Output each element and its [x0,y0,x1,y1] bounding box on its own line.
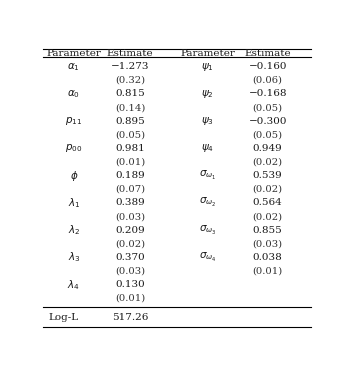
Text: (0.05): (0.05) [253,103,283,112]
Text: 0.389: 0.389 [115,199,145,207]
Text: $\sigma_{\omega_2}$: $\sigma_{\omega_2}$ [199,196,216,210]
Text: (0.01): (0.01) [115,158,145,166]
Text: (0.07): (0.07) [115,185,145,194]
Text: $\alpha_0$: $\alpha_0$ [67,88,80,100]
Text: (0.06): (0.06) [253,76,283,85]
Text: $\psi_2$: $\psi_2$ [201,88,214,100]
Text: −1.273: −1.273 [111,62,149,71]
Text: $\sigma_{\omega_3}$: $\sigma_{\omega_3}$ [199,224,216,237]
Text: (0.03): (0.03) [115,212,145,221]
Text: $\alpha_1$: $\alpha_1$ [68,61,80,73]
Text: (0.02): (0.02) [253,212,283,221]
Text: −0.300: −0.300 [248,117,287,126]
Text: (0.03): (0.03) [253,239,283,248]
Text: Parameter: Parameter [180,49,235,58]
Text: Estimate: Estimate [107,49,153,58]
Text: 0.189: 0.189 [115,171,145,180]
Text: Log-L: Log-L [48,313,79,322]
Text: 517.26: 517.26 [112,313,148,322]
Text: $\lambda_3$: $\lambda_3$ [68,251,80,264]
Text: (0.02): (0.02) [253,158,283,166]
Text: −0.168: −0.168 [248,89,287,99]
Text: 0.949: 0.949 [253,144,283,153]
Text: (0.32): (0.32) [115,76,145,85]
Text: 0.370: 0.370 [115,253,145,262]
Text: $p_{00}$: $p_{00}$ [65,142,82,155]
Text: $p_{11}$: $p_{11}$ [65,115,82,127]
Text: 0.895: 0.895 [115,117,145,126]
Text: 0.539: 0.539 [253,171,283,180]
Text: 0.038: 0.038 [253,253,283,262]
Text: (0.02): (0.02) [115,239,145,248]
Text: (0.14): (0.14) [115,103,145,112]
Text: 0.209: 0.209 [115,226,145,235]
Text: (0.05): (0.05) [253,130,283,139]
Text: $\sigma_{\omega_4}$: $\sigma_{\omega_4}$ [199,251,216,264]
Text: 0.564: 0.564 [253,199,283,207]
Text: Parameter: Parameter [47,49,101,58]
Text: $\lambda_2$: $\lambda_2$ [68,223,80,237]
Text: Estimate: Estimate [244,49,291,58]
Text: (0.03): (0.03) [115,266,145,276]
Text: 0.815: 0.815 [115,89,145,99]
Text: (0.01): (0.01) [115,294,145,303]
Text: $\psi_1$: $\psi_1$ [201,61,214,73]
Text: 0.130: 0.130 [115,280,145,289]
Text: (0.01): (0.01) [253,266,283,276]
Text: $\psi_4$: $\psi_4$ [201,142,214,155]
Text: 0.855: 0.855 [253,226,283,235]
Text: $\phi$: $\phi$ [70,169,78,183]
Text: $\lambda_1$: $\lambda_1$ [68,196,80,210]
Text: (0.02): (0.02) [253,185,283,194]
Text: (0.05): (0.05) [115,130,145,139]
Text: $\sigma_{\omega_1}$: $\sigma_{\omega_1}$ [199,169,216,182]
Text: $\psi_3$: $\psi_3$ [201,115,214,127]
Text: −0.160: −0.160 [248,62,287,71]
Text: 0.981: 0.981 [115,144,145,153]
Text: $\lambda_4$: $\lambda_4$ [68,278,80,292]
